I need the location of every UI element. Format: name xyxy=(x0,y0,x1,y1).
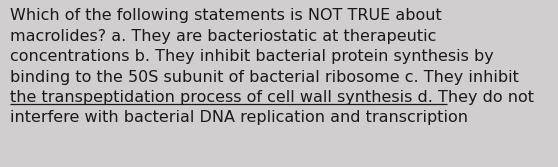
Text: Which of the following statements is NOT TRUE about
macrolides? a. They are bact: Which of the following statements is NOT… xyxy=(10,8,534,125)
